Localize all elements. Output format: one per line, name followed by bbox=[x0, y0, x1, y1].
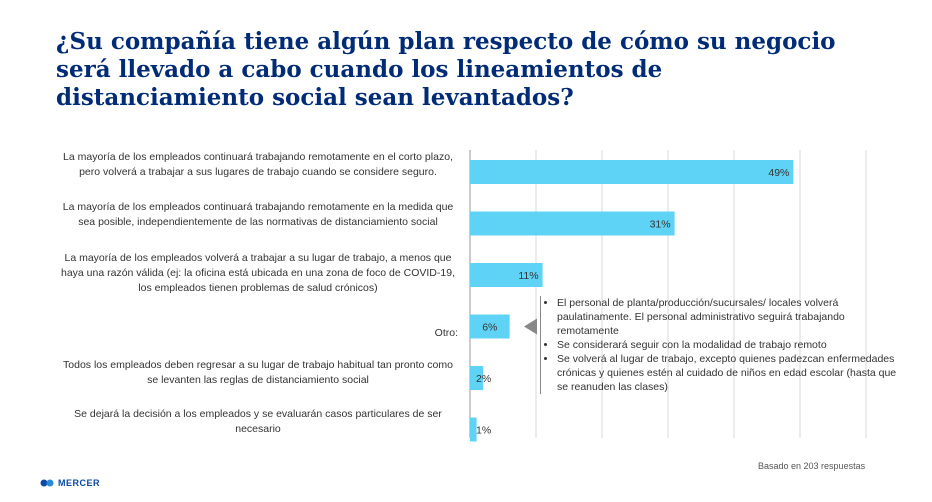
data-label: 1% bbox=[476, 425, 491, 437]
category-label: La mayoría de los empleados continuará t… bbox=[63, 151, 453, 178]
annotation-list: El personal de planta/producción/sucursa… bbox=[547, 296, 907, 394]
bar bbox=[470, 211, 675, 236]
category-label: Se dejará la decisión a los empleados y … bbox=[74, 408, 442, 435]
bar bbox=[470, 314, 510, 339]
category-label: La mayoría de los empleados continuará t… bbox=[62, 201, 454, 228]
bar bbox=[470, 263, 543, 287]
annotation-pointer bbox=[524, 318, 537, 335]
chart-title: ¿Su compañía tiene algún plan respecto d… bbox=[56, 28, 836, 111]
category-label: Todos los empleados deben regresar a su … bbox=[63, 359, 453, 386]
annotation-item: Se considerará seguir con la modalidad d… bbox=[557, 338, 907, 352]
data-label: 6% bbox=[482, 322, 497, 334]
data-label: 49% bbox=[768, 167, 789, 179]
other-annotation: El personal de planta/producción/sucursa… bbox=[540, 296, 907, 394]
category-label: La mayoría de los empleados volverá a tr… bbox=[60, 252, 455, 294]
bar bbox=[470, 366, 484, 390]
data-label: 11% bbox=[518, 270, 538, 282]
annotation-item: El personal de planta/producción/sucursa… bbox=[557, 296, 907, 338]
category-label: Otro: bbox=[434, 327, 458, 339]
data-label: 31% bbox=[650, 219, 671, 231]
data-label: 2% bbox=[476, 373, 491, 385]
bar bbox=[470, 417, 477, 442]
mercer-logo-icon bbox=[40, 479, 54, 487]
mercer-logo: MERCER bbox=[40, 478, 100, 488]
brand-name: MERCER bbox=[58, 478, 101, 488]
bar bbox=[470, 160, 794, 184]
annotation-item: Se volverá al lugar de trabajo, excepto … bbox=[557, 352, 907, 394]
footnote: Basado en 203 respuestas bbox=[758, 461, 866, 471]
